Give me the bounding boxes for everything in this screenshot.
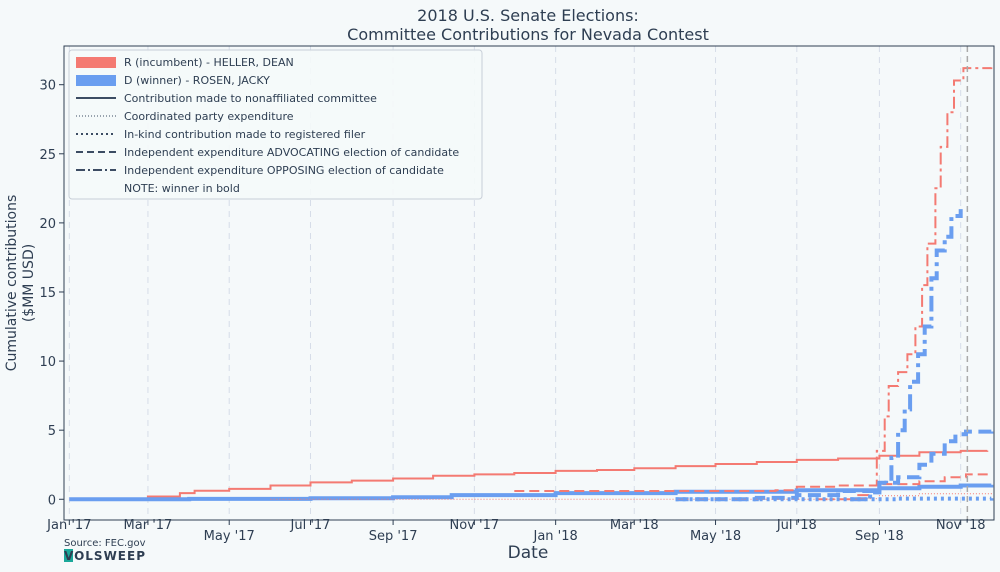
heller-thin-dotted-series-line	[270, 492, 992, 500]
y-tick-label: 20	[39, 217, 56, 232]
x-tick-label: Mar '18	[610, 518, 659, 533]
legend-box	[68, 49, 483, 200]
rosen-dashed-series-line	[675, 429, 994, 502]
x-tick-label: Nov '17	[450, 518, 500, 533]
y-axis-ticks: 0 5 10 15 20 25 30	[39, 79, 64, 508]
legend-label: R (incumbent) - HELLER, DEAN	[124, 56, 294, 69]
y-tick-label: 25	[39, 148, 56, 163]
x-tick-label: May '18	[690, 529, 741, 544]
logo-badge	[64, 549, 73, 562]
legend-label: Coordinated party expenditure	[124, 110, 294, 123]
x-tick-label: Sep '18	[855, 529, 904, 544]
source-note: Source: FEC.gov	[64, 538, 146, 549]
y-tick-label: 15	[39, 286, 56, 301]
series-layer	[69, 67, 994, 502]
rosen-dotted-series-line	[675, 496, 994, 502]
y-tick-label: 5	[48, 424, 56, 439]
y-tick-label: 0	[48, 493, 56, 508]
legend: R (incumbent) - HELLER, DEAN D (winner) -…	[68, 49, 483, 200]
legend-swatch	[76, 75, 116, 86]
rosen-dashdot-series-line	[850, 209, 963, 502]
x-axis-label: Date	[508, 543, 549, 563]
legend-label: Contribution made to nonaffiliated commi…	[124, 92, 377, 105]
x-tick-label: Jan '17	[46, 518, 91, 533]
x-tick-label: Jan '18	[532, 529, 577, 544]
y-axis-label-line1: Cumulative contributions	[4, 195, 20, 372]
logo-text: VOLSWEEP	[64, 549, 146, 563]
legend-label: Independent expenditure OPPOSING electio…	[124, 164, 444, 177]
chart-title-line1: 2018 U.S. Senate Elections:	[417, 6, 639, 25]
plot-frame	[63, 45, 995, 521]
x-tick-label: Nov '18	[936, 518, 986, 533]
heller-dashdot-series-line	[815, 67, 993, 501]
legend-label: In-kind contribution made to registered …	[124, 128, 366, 141]
chart-title-line2: Committee Contributions for Nevada Conte…	[347, 25, 709, 44]
volsweep-logo: VOLSWEEP	[64, 549, 146, 563]
legend-swatch	[76, 57, 116, 68]
rosen-solid-series-line	[69, 483, 994, 502]
y-tick-label: 10	[39, 355, 56, 370]
legend-label: Independent expenditure ADVOCATING elect…	[124, 146, 459, 159]
y-axis-label-line2: ($MM USD)	[21, 244, 37, 322]
x-tick-label: Mar '17	[124, 518, 173, 533]
heller-dashed-series-line	[514, 473, 993, 492]
legend-label: D (winner) - ROSEN, JACKY	[124, 74, 270, 87]
legend-label: NOTE: winner in bold	[124, 182, 240, 195]
y-tick-label: 30	[39, 79, 56, 94]
x-tick-label: Jul '18	[776, 518, 817, 533]
x-tick-label: May '17	[204, 529, 255, 544]
x-axis-ticks: Jan '17 Mar '17 May '17 Jul '17 Sep '17 Nov '…	[46, 518, 985, 544]
x-tick-label: Jul '17	[290, 518, 331, 533]
heller-solid-series-line	[69, 449, 989, 501]
x-tick-label: Sep '17	[369, 529, 418, 544]
